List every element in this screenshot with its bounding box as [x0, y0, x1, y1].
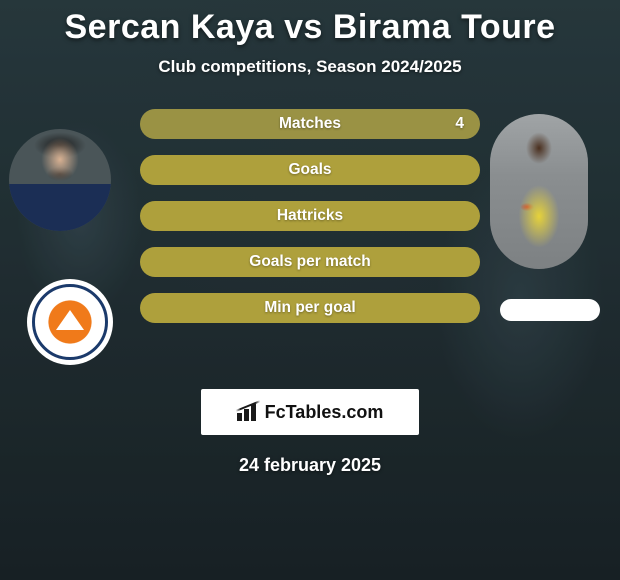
stat-bar-value-right: 4 — [455, 115, 464, 133]
stat-bar-label: Goals per match — [249, 253, 370, 271]
source-logo-box: FcTables.com — [201, 389, 419, 435]
stat-bar-label: Min per goal — [264, 299, 355, 317]
infographic-content: Sercan Kaya vs Birama Toure Club competi… — [0, 0, 620, 580]
stat-bar: Matches 4 — [140, 109, 480, 139]
stat-bar: Goals — [140, 155, 480, 185]
main-row: Matches 4 Goals Hattricks Goals per match Min… — [0, 109, 620, 369]
player-photo-left-body — [9, 129, 111, 231]
stat-bar: Hattricks — [140, 201, 480, 231]
barchart-icon — [237, 403, 259, 421]
snapshot-date: 24 february 2025 — [0, 455, 620, 476]
player-photo-right — [490, 114, 588, 269]
club-badge-right-pill — [500, 299, 600, 321]
comparison-title: Sercan Kaya vs Birama Toure — [0, 8, 620, 47]
season-subtitle: Club competitions, Season 2024/2025 — [0, 57, 620, 77]
stat-bars: Matches 4 Goals Hattricks Goals per match Min… — [140, 109, 480, 339]
stat-bar-label: Hattricks — [277, 207, 343, 225]
stat-bar: Goals per match — [140, 247, 480, 277]
stat-bar-label: Goals — [288, 161, 331, 179]
player-photo-left — [9, 129, 111, 231]
club-badge-left — [27, 279, 113, 365]
stat-bar: Min per goal — [140, 293, 480, 323]
source-logo-text: FcTables.com — [265, 402, 384, 423]
club-badge-left-inner — [32, 284, 108, 360]
stat-bar-label: Matches — [279, 115, 341, 133]
player-photo-right-body — [490, 114, 588, 269]
